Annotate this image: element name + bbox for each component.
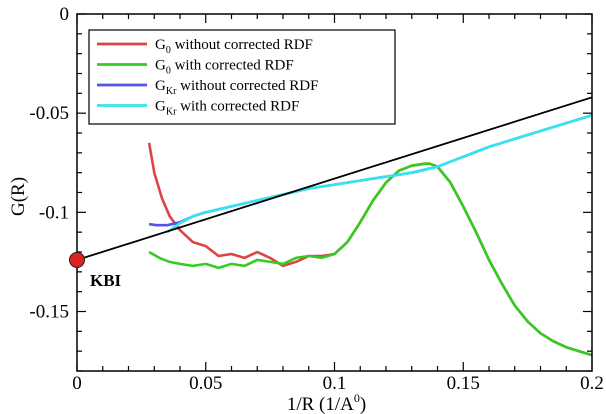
x-tick-label: 0.1 — [323, 373, 347, 394]
x-axis-label-sup: 0 — [354, 391, 360, 405]
x-axis-label-main: 1/R (1/A — [287, 394, 354, 414]
point-layer: KBI — [69, 251, 122, 290]
series-line-3 — [148, 113, 592, 227]
ticks-layer: 0 0.05 0.1 0.15 0.2 0 -0.05 -0.1 -0.15 — [29, 4, 603, 394]
x-tick-label: 0.05 — [189, 373, 222, 394]
x-tick-label: 0 — [72, 373, 82, 394]
x-axis-label: 1/R (1/A0) — [287, 391, 366, 414]
series-line-2 — [148, 162, 592, 357]
legend-entry-1: G0 without corrected RDF — [155, 37, 313, 56]
y-tick-label: -0.15 — [29, 302, 69, 323]
legend-entry-2: G0 with corrected RDF — [155, 58, 294, 77]
x-tick-label: 0.2 — [580, 373, 604, 394]
kbi-point-marker — [69, 251, 85, 268]
kbi-point-label: KBI — [90, 271, 122, 290]
y-tick-label: -0.1 — [39, 202, 69, 223]
series-layer — [77, 96, 592, 357]
legend-entry-4: GKr with corrected RDF — [155, 99, 299, 118]
x-tick-label: 0.15 — [447, 373, 480, 394]
legend-entry-3: GKr without corrected RDF — [155, 78, 318, 97]
legend-box — [88, 29, 396, 125]
series-line-1 — [147, 142, 592, 357]
y-tick-label: 0 — [60, 4, 70, 25]
series-line-4 — [166, 113, 592, 234]
legend: G0 without corrected RDF G0 with correcte… — [88, 29, 396, 125]
x-axis-label-close: ) — [360, 394, 366, 414]
y-tick-label: -0.05 — [29, 103, 69, 124]
y-axis-label: G(R) — [8, 177, 29, 216]
extrapolation-line — [77, 96, 592, 261]
